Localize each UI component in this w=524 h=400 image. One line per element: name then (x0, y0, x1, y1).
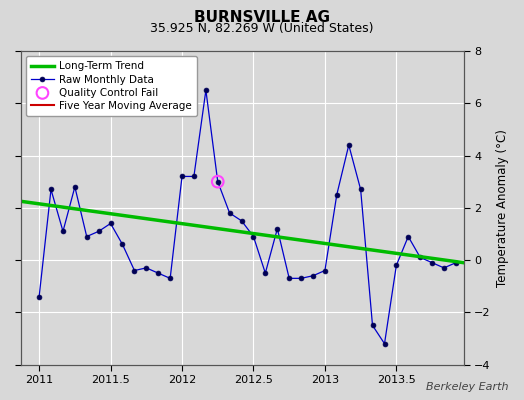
Quality Control Fail (214, 178, 222, 185)
Raw Monthly Data (203, 88, 209, 92)
Raw Monthly Data (346, 143, 352, 148)
Raw Monthly Data (132, 268, 138, 273)
Raw Monthly Data (274, 226, 280, 231)
Raw Monthly Data (441, 266, 447, 270)
Text: Berkeley Earth: Berkeley Earth (426, 382, 508, 392)
Raw Monthly Data (453, 260, 459, 265)
Raw Monthly Data (417, 255, 423, 260)
Raw Monthly Data (334, 192, 340, 197)
Raw Monthly Data (310, 273, 316, 278)
Y-axis label: Temperature Anomaly (°C): Temperature Anomaly (°C) (496, 129, 509, 287)
Raw Monthly Data (107, 221, 114, 226)
Raw Monthly Data (95, 229, 102, 234)
Raw Monthly Data (298, 276, 304, 281)
Raw Monthly Data (393, 263, 399, 268)
Raw Monthly Data (72, 184, 78, 189)
Raw Monthly Data (167, 276, 173, 281)
Raw Monthly Data (369, 323, 376, 328)
Line: Raw Monthly Data: Raw Monthly Data (37, 88, 458, 346)
Raw Monthly Data (381, 341, 388, 346)
Raw Monthly Data (286, 276, 292, 281)
Raw Monthly Data (60, 229, 66, 234)
Raw Monthly Data (191, 174, 197, 179)
Text: BURNSVILLE AG: BURNSVILLE AG (194, 10, 330, 25)
Raw Monthly Data (250, 234, 257, 239)
Raw Monthly Data (155, 271, 161, 276)
Raw Monthly Data (215, 179, 221, 184)
Raw Monthly Data (262, 271, 268, 276)
Raw Monthly Data (143, 266, 149, 270)
Raw Monthly Data (119, 242, 126, 247)
Text: 35.925 N, 82.269 W (United States): 35.925 N, 82.269 W (United States) (150, 22, 374, 35)
Legend: Long-Term Trend, Raw Monthly Data, Quality Control Fail, Five Year Moving Averag: Long-Term Trend, Raw Monthly Data, Quali… (26, 56, 197, 116)
Raw Monthly Data (226, 211, 233, 216)
Raw Monthly Data (36, 294, 42, 299)
Raw Monthly Data (429, 260, 435, 265)
Raw Monthly Data (322, 268, 328, 273)
Raw Monthly Data (179, 174, 185, 179)
Raw Monthly Data (238, 218, 245, 223)
Raw Monthly Data (83, 234, 90, 239)
Raw Monthly Data (405, 234, 411, 239)
Raw Monthly Data (48, 187, 54, 192)
Raw Monthly Data (357, 187, 364, 192)
